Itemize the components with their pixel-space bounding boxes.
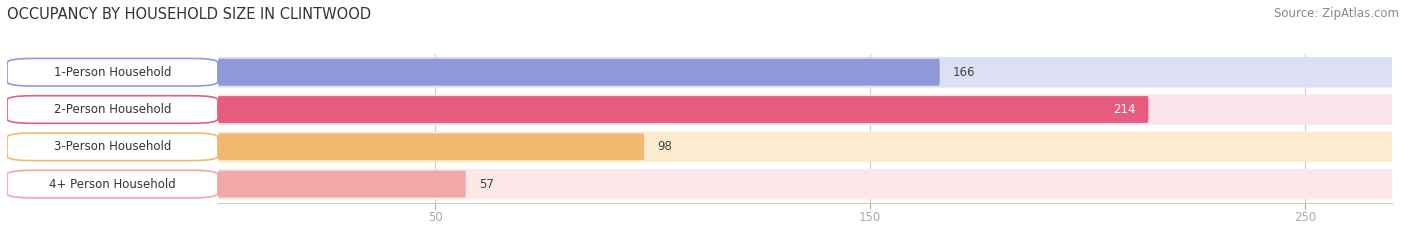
- Text: 57: 57: [479, 178, 494, 191]
- FancyBboxPatch shape: [7, 96, 218, 123]
- Text: 3-Person Household: 3-Person Household: [53, 140, 172, 153]
- Text: Source: ZipAtlas.com: Source: ZipAtlas.com: [1274, 7, 1399, 20]
- FancyBboxPatch shape: [218, 94, 1392, 125]
- FancyBboxPatch shape: [218, 171, 465, 198]
- FancyBboxPatch shape: [218, 169, 1392, 199]
- FancyBboxPatch shape: [218, 131, 1392, 162]
- FancyBboxPatch shape: [218, 59, 939, 86]
- Text: 214: 214: [1114, 103, 1136, 116]
- FancyBboxPatch shape: [218, 57, 1392, 88]
- Text: 98: 98: [657, 140, 672, 153]
- Text: 4+ Person Household: 4+ Person Household: [49, 178, 176, 191]
- Text: 2-Person Household: 2-Person Household: [53, 103, 172, 116]
- FancyBboxPatch shape: [7, 133, 218, 161]
- FancyBboxPatch shape: [7, 170, 218, 198]
- Text: 1-Person Household: 1-Person Household: [53, 66, 172, 79]
- Text: OCCUPANCY BY HOUSEHOLD SIZE IN CLINTWOOD: OCCUPANCY BY HOUSEHOLD SIZE IN CLINTWOOD: [7, 7, 371, 22]
- FancyBboxPatch shape: [218, 96, 1149, 123]
- FancyBboxPatch shape: [218, 133, 644, 160]
- Text: 166: 166: [953, 66, 976, 79]
- FancyBboxPatch shape: [7, 58, 218, 86]
